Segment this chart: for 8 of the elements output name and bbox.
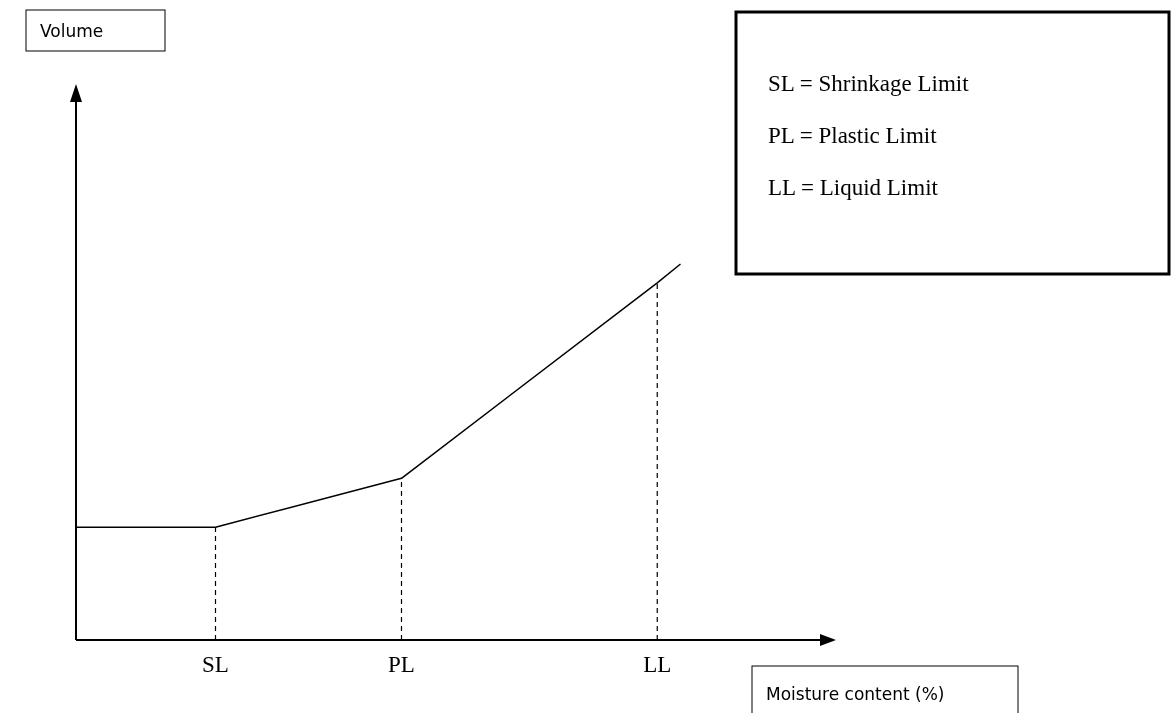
x-axis-title: Moisture content (%) — [766, 684, 945, 704]
x-tick-label: LL — [643, 652, 672, 677]
text: Volume — [40, 21, 104, 41]
x-tick-label: PL — [388, 652, 415, 677]
text: PL = Plastic Limit — [768, 123, 938, 148]
text: LL = Liquid Limit — [768, 175, 939, 200]
x-tick-label: SL — [202, 652, 229, 677]
text: SL = Shrinkage Limit — [768, 71, 970, 96]
